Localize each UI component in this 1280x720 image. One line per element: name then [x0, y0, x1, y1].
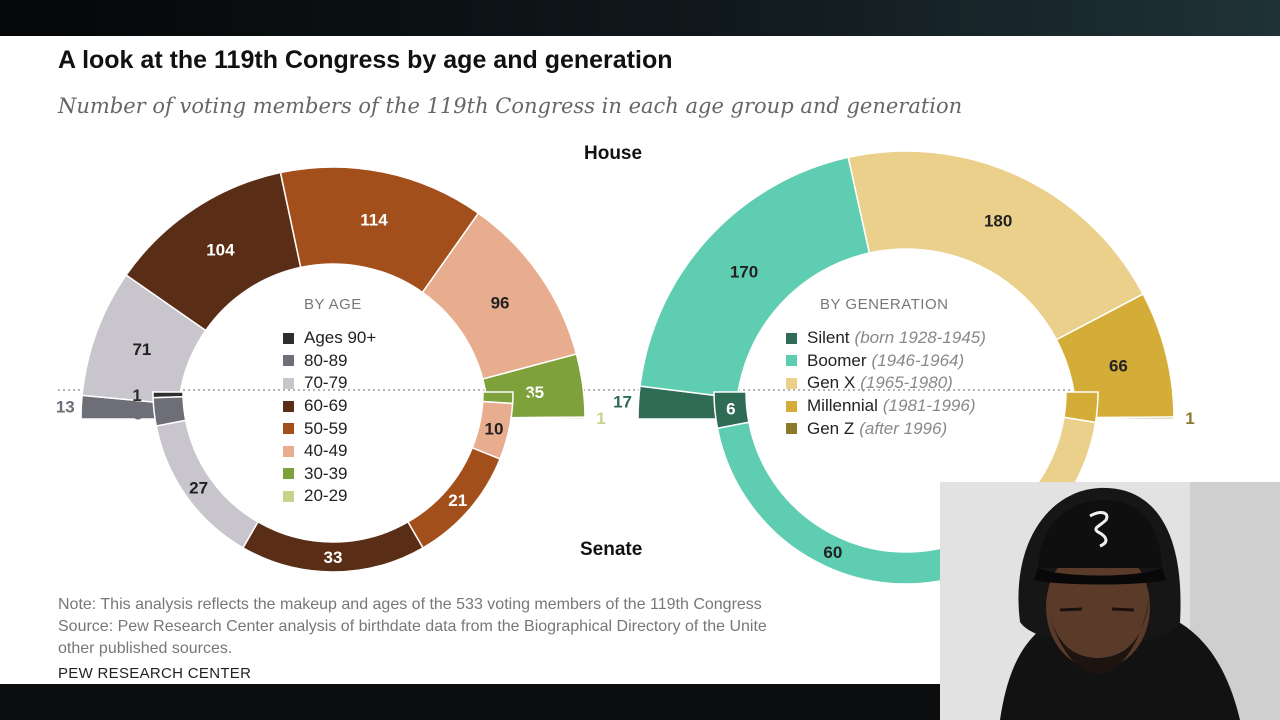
legend-age-item: 50-59: [283, 417, 376, 440]
arc-value-label: 1: [596, 409, 605, 428]
legend-generation-title: BY GENERATION: [820, 296, 949, 313]
arc-value-label: 1: [132, 386, 141, 405]
legend-generation-item: Silent (born 1928-1945): [786, 327, 986, 350]
legend-label: Silent: [807, 328, 850, 348]
legend-generation-item: Millennial (1981-1996): [786, 395, 986, 418]
legend-swatch: [283, 400, 294, 412]
arc-value-label: 66: [1109, 357, 1128, 376]
legend-age-item: 40-49: [283, 440, 376, 463]
arc-value-label: 114: [360, 211, 388, 230]
legend-label: Ages 90+: [304, 328, 377, 348]
arc-value-label: 35: [525, 383, 544, 402]
legend-swatch: [786, 355, 797, 367]
note-line: Note: This analysis reflects the makeup …: [58, 596, 762, 613]
legend-label: 70-79: [304, 373, 348, 393]
note-line: other published sources.: [58, 640, 233, 657]
legend-by-generation: BY GENERATION Silent (born 1928-1945) Boo…: [786, 296, 986, 440]
arc-value-label: 2: [524, 389, 533, 408]
legend-swatch: [283, 468, 294, 480]
legend-swatch: [283, 332, 294, 344]
arc-segment: [847, 150, 1145, 341]
arc-value-label: 60: [823, 543, 842, 562]
note-line: Source: Pew Research Center analysis of …: [58, 618, 767, 635]
video-top-bar: [0, 0, 1280, 36]
legend-era: (1946-1964): [871, 350, 965, 370]
arc-segment: [481, 391, 514, 405]
legend-label: 80-89: [304, 350, 348, 370]
legend-label: Boomer: [807, 350, 867, 370]
house-label: House: [584, 143, 643, 164]
legend-swatch: [283, 423, 294, 435]
chart-subtitle: Number of voting members of the 119th Co…: [58, 94, 963, 118]
chart-title: A look at the 119th Congress by age and …: [58, 46, 673, 74]
legend-age-item: 30-39: [283, 463, 376, 486]
legend-label: 40-49: [304, 441, 348, 461]
arc-value-label: 5: [1109, 399, 1118, 418]
legend-age-item: 70-79: [283, 372, 376, 395]
legend-generation-item: Boomer (1946-1964): [786, 350, 986, 373]
arc-value-label: 21: [448, 491, 467, 510]
arc-value-label: 10: [484, 419, 503, 438]
legend-swatch: [786, 400, 797, 412]
arc-value-label: 1: [1185, 409, 1194, 428]
legend-swatch: [283, 490, 294, 502]
legend-age-title: BY AGE: [304, 296, 362, 313]
legend-era: (1981-1996): [882, 396, 976, 416]
arc-segment: [639, 156, 871, 399]
presenter-video-frame: [940, 482, 1280, 720]
arc-value-label: 33: [324, 548, 343, 567]
legend-label: 50-59: [304, 418, 348, 438]
arc-value-label: 71: [132, 340, 151, 359]
arc-segment: [1063, 391, 1099, 424]
chart-slide: A look at the 119th Congress by age and …: [0, 36, 1280, 684]
legend-swatch: [786, 332, 797, 344]
legend-age-item: Ages 90+: [283, 327, 376, 350]
arc-value-label: 13: [56, 397, 75, 416]
legend-swatch: [786, 377, 797, 389]
arc-value-label: 27: [189, 479, 208, 498]
legend-label: Millennial: [807, 396, 878, 416]
chart-note: Note: This analysis reflects the makeup …: [58, 594, 767, 660]
legend-generation-item: Gen X (1965-1980): [786, 372, 986, 395]
legend-label: 30-39: [304, 463, 348, 483]
legend-label: Gen X: [807, 373, 856, 393]
arc-value-label: 180: [984, 211, 1012, 230]
legend-generation-item: Gen Z (after 1996): [786, 417, 986, 440]
arc-value-label: 17: [613, 393, 632, 412]
legend-age-item: 80-89: [283, 350, 376, 373]
legend-era: (1965-1980): [860, 373, 953, 393]
webcam-overlay: [940, 482, 1280, 720]
legend-era: (born 1928-1945): [854, 328, 986, 348]
legend-label: 60-69: [304, 396, 348, 416]
arc-value-label: 96: [491, 294, 510, 313]
legend-label: 20-29: [304, 486, 348, 506]
legend-swatch: [283, 377, 294, 389]
arc-value-label: 6: [726, 400, 735, 419]
legend-swatch: [786, 423, 797, 435]
legend-label: Gen Z: [807, 418, 855, 438]
legend-swatch: [283, 445, 294, 457]
arc-value-label: 104: [206, 240, 235, 259]
chart-arcs: [80, 150, 1175, 585]
arc-value-label: 170: [730, 263, 758, 282]
arc-value-label: 5: [133, 405, 142, 424]
source-organization: PEW RESEARCH CENTER: [58, 665, 252, 682]
legend-age-item: 60-69: [283, 395, 376, 418]
senate-label: Senate: [580, 539, 643, 560]
legend-age-item: 20-29: [283, 485, 376, 508]
legend-by-age: BY AGE Ages 90+ 80-89 70-79 60-69 50-59 …: [283, 296, 376, 508]
legend-era: (after 1996): [859, 418, 948, 438]
legend-swatch: [283, 355, 294, 367]
